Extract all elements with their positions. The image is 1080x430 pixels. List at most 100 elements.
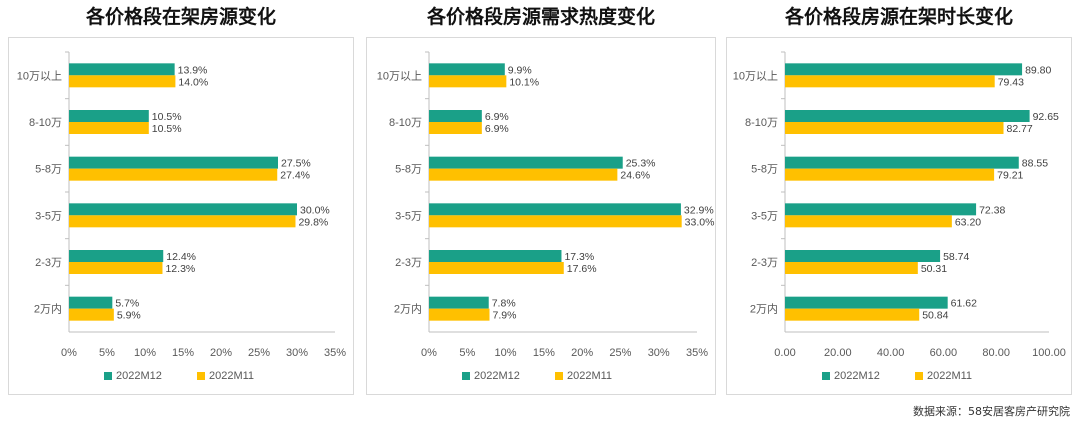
legend-item-series-2: 2022M11 xyxy=(555,370,612,382)
x-tick-label: 25% xyxy=(248,347,270,359)
legend-swatch-series-2 xyxy=(915,372,923,381)
data-label: 17.3% xyxy=(564,251,594,263)
bar-2022M11 xyxy=(429,308,490,321)
bar-2022M12 xyxy=(69,250,164,262)
bar-2022M11 xyxy=(785,215,952,228)
bar-2022M12 xyxy=(785,110,1030,122)
x-tick-label: 100.00 xyxy=(1032,347,1066,359)
x-tick-label: 35% xyxy=(686,347,708,359)
data-label: 29.8% xyxy=(298,216,328,228)
category-label: 10万以上 xyxy=(733,69,778,82)
x-tick-label: 60.00 xyxy=(930,347,958,359)
bar-2022M12 xyxy=(429,203,681,216)
data-label: 12.3% xyxy=(165,263,195,275)
category-label: 3-5万 xyxy=(751,210,778,222)
data-label: 88.55 xyxy=(1022,158,1048,170)
chart-3-title: 各价格段房源在架时长变化 xyxy=(784,6,1013,28)
category-label: 10万以上 xyxy=(17,69,62,82)
chart-2-panel: 0% 5% 10% 15% 20% 25% 30% 35% 10万以上 9.9% 10.1% 8-10… xyxy=(366,37,716,395)
bar-2022M11 xyxy=(69,168,278,181)
bar-2022M11 xyxy=(785,75,995,88)
data-label: 14.0% xyxy=(178,76,208,88)
x-tick-label: 20% xyxy=(571,347,593,359)
category-label: 3-5万 xyxy=(395,210,422,222)
category-label: 5-8万 xyxy=(395,164,422,176)
bar-2022M11 xyxy=(429,262,564,274)
category-label: 8-10万 xyxy=(389,117,422,129)
bar-2022M12 xyxy=(429,63,505,76)
x-tick-label: 5% xyxy=(459,347,475,359)
bar-2022M11 xyxy=(785,168,995,181)
bar-2022M12 xyxy=(69,63,175,76)
bar-2022M12 xyxy=(69,296,113,309)
legend-swatch-series-1 xyxy=(104,372,112,381)
chart-3-panel: 0.00 20.00 40.00 60.00 80.00 100.00 10万以上 89.80… xyxy=(726,37,1072,395)
bar-2022M12 xyxy=(69,203,297,216)
bar-2022M11 xyxy=(785,308,920,321)
data-label: 6.9% xyxy=(485,111,509,123)
bar-2022M11 xyxy=(69,215,296,228)
x-tick-label: 15% xyxy=(533,347,555,359)
x-tick-label: 10% xyxy=(495,347,517,359)
x-tick-label: 0% xyxy=(421,347,437,359)
bar-2022M12 xyxy=(785,156,1019,169)
legend-swatch-series-1 xyxy=(822,372,830,381)
data-label: 27.4% xyxy=(280,170,310,182)
category-label: 5-8万 xyxy=(35,164,62,176)
chart-1-title: 各价格段在架房源变化 xyxy=(85,6,276,28)
x-tick-label: 30% xyxy=(286,347,308,359)
bar-2022M11 xyxy=(429,75,507,88)
category-label: 2万内 xyxy=(394,302,422,316)
legend-label-series-1: 2022M12 xyxy=(834,370,880,382)
legend-swatch-series-2 xyxy=(197,372,205,381)
data-label: 10.5% xyxy=(152,111,182,123)
chart-1-svg: 0% 5% 10% 15% 20% 25% 30% 35% 10万以上 13.9%14.0% 8-1… xyxy=(17,51,346,359)
x-tick-label: 10% xyxy=(134,347,156,359)
bar-2022M11 xyxy=(69,75,176,88)
bar-2022M11 xyxy=(69,122,149,134)
x-tick-label: 80.00 xyxy=(982,347,1010,359)
category-label: 5-8万 xyxy=(751,164,778,176)
legend-swatch-series-2 xyxy=(555,372,563,381)
data-label: 12.4% xyxy=(166,251,196,263)
data-label: 79.43 xyxy=(998,76,1024,88)
category-label: 3-5万 xyxy=(35,210,62,222)
bar-2022M12 xyxy=(69,110,149,122)
bar-2022M12 xyxy=(429,156,623,169)
data-label: 24.6% xyxy=(620,170,650,182)
legend-item-series-2: 2022M11 xyxy=(915,370,972,382)
category-label: 10万以上 xyxy=(377,69,422,82)
legend-item-series-2: 2022M11 xyxy=(197,370,254,382)
x-tick-label: 20.00 xyxy=(824,347,852,359)
category-label: 8-10万 xyxy=(29,117,62,129)
data-label: 10.5% xyxy=(152,123,182,135)
data-label: 50.84 xyxy=(922,310,948,322)
data-label: 89.80 xyxy=(1025,64,1051,76)
category-label: 2万内 xyxy=(750,302,778,316)
chart-3-svg: 0.00 20.00 40.00 60.00 80.00 100.00 10万以上 89.80… xyxy=(733,51,1066,359)
bar-2022M12 xyxy=(429,250,562,262)
data-label: 27.5% xyxy=(281,158,311,170)
data-label: 5.9% xyxy=(117,310,141,322)
bar-2022M11 xyxy=(429,122,482,134)
x-tick-label: 15% xyxy=(172,347,194,359)
bar-2022M11 xyxy=(429,168,618,181)
data-label: 82.77 xyxy=(1007,123,1033,135)
bar-2022M12 xyxy=(785,63,1023,76)
data-label: 72.38 xyxy=(979,204,1005,216)
data-label: 17.6% xyxy=(567,263,597,275)
x-tick-label: 40.00 xyxy=(877,347,905,359)
bar-2022M12 xyxy=(69,156,278,169)
x-tick-label: 5% xyxy=(99,347,115,359)
bar-2022M11 xyxy=(69,308,114,321)
data-label: 25.3% xyxy=(626,158,656,170)
x-tick-label: 20% xyxy=(210,347,232,359)
chart-1-legend: 2022M12 2022M11 xyxy=(9,370,355,386)
bar-2022M12 xyxy=(785,296,948,309)
data-label: 92.65 xyxy=(1033,111,1059,123)
data-label: 7.9% xyxy=(492,310,516,322)
data-label: 7.8% xyxy=(492,298,516,310)
legend-label-series-1: 2022M12 xyxy=(474,370,520,382)
bar-2022M12 xyxy=(785,250,941,262)
data-label: 61.62 xyxy=(951,298,977,310)
